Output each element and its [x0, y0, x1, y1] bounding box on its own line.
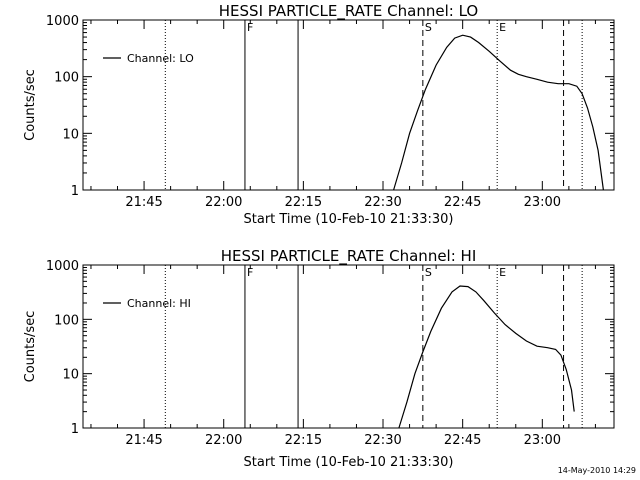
x-tick-label: 23:00 — [524, 195, 561, 210]
series-line — [393, 34, 604, 191]
chart-panel-1: HESSI PARTICLE_RATE Channel: LO 1 10 100 100… — [23, 2, 615, 227]
event-marker-label: F — [247, 266, 253, 279]
x-axis-label: Start Time (10-Feb-10 21:33:30) — [244, 212, 454, 227]
plot-frame — [82, 19, 615, 191]
y-tick-label: 100 — [54, 313, 79, 328]
x-tick-label: 22:30 — [364, 195, 401, 210]
chart-title: HESSI PARTICLE_RATE Channel: LO — [219, 2, 478, 21]
chart-title: HESSI PARTICLE_RATE Channel: HI — [221, 247, 477, 266]
x-tick-label: 22:00 — [205, 195, 242, 210]
event-marker-label: S — [425, 266, 432, 279]
x-tick-label: 21:45 — [125, 195, 162, 210]
y-axis-label: Counts/sec — [23, 311, 38, 383]
x-tick-label: 22:15 — [285, 433, 322, 448]
y-tick-label: 1 — [71, 422, 79, 437]
x-tick-label: 22:30 — [364, 433, 401, 448]
y-tick-label: 10 — [62, 368, 79, 383]
x-tick-label: 22:15 — [285, 195, 322, 210]
x-tick-label: 21:45 — [125, 433, 162, 448]
legend-label: Channel: HI — [127, 297, 191, 310]
y-tick-label: 1000 — [46, 14, 79, 29]
y-tick-label: 10 — [62, 127, 79, 142]
event-marker-label: S — [425, 21, 432, 34]
plot-frame — [82, 264, 615, 429]
x-tick-label: 22:45 — [444, 433, 481, 448]
x-axis-label: Start Time (10-Feb-10 21:33:30) — [244, 455, 454, 470]
y-tick-label: 1 — [71, 184, 79, 199]
y-tick-label: 1000 — [46, 259, 79, 274]
x-tick-label: 23:00 — [524, 433, 561, 448]
x-tick-label: 22:00 — [205, 433, 242, 448]
x-tick-label: 22:45 — [444, 195, 481, 210]
chart-panel-2: HESSI PARTICLE_RATE Channel: HI 1 10 100 100… — [23, 247, 615, 470]
legend-label: Channel: LO — [127, 52, 194, 65]
y-axis-label: Counts/sec — [23, 69, 38, 141]
y-tick-label: 100 — [54, 71, 79, 86]
footer-timestamp: 14-May-2010 14:29 — [557, 466, 636, 475]
event-marker-label: E — [499, 266, 506, 279]
event-marker-label: F — [247, 21, 253, 34]
series-line — [398, 285, 575, 429]
event-marker-label: E — [499, 21, 506, 34]
